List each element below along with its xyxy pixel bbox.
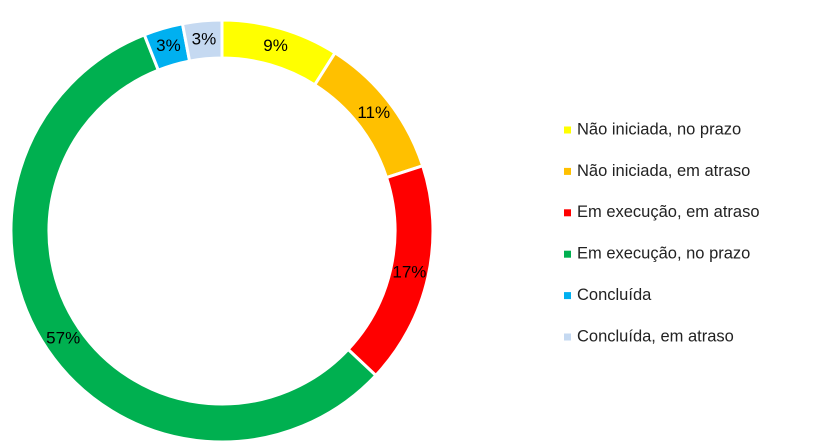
data-label: 11% <box>357 103 390 122</box>
legend-swatch <box>564 209 571 217</box>
legend-swatch <box>564 292 571 300</box>
legend-swatch <box>564 333 571 341</box>
legend-label: Em execução, no prazo <box>577 245 750 263</box>
legend-swatch <box>564 126 571 134</box>
data-label: 57% <box>46 328 80 347</box>
data-label: 3% <box>156 36 181 55</box>
slice <box>180 18 224 63</box>
legend-label: Concluída <box>577 286 652 304</box>
data-label: 3% <box>192 29 217 48</box>
legend-label: Concluída, em atraso <box>577 327 734 345</box>
data-label: 17% <box>392 262 426 281</box>
legend-swatch <box>564 167 571 175</box>
legend-label: Não iniciada, em atraso <box>577 162 750 180</box>
legend-label: Não iniciada, no prazo <box>577 120 741 138</box>
legend-swatch <box>564 250 571 258</box>
slice <box>9 32 378 441</box>
legend-label: Em execução, em atraso <box>577 203 760 221</box>
data-label: 9% <box>263 36 288 55</box>
